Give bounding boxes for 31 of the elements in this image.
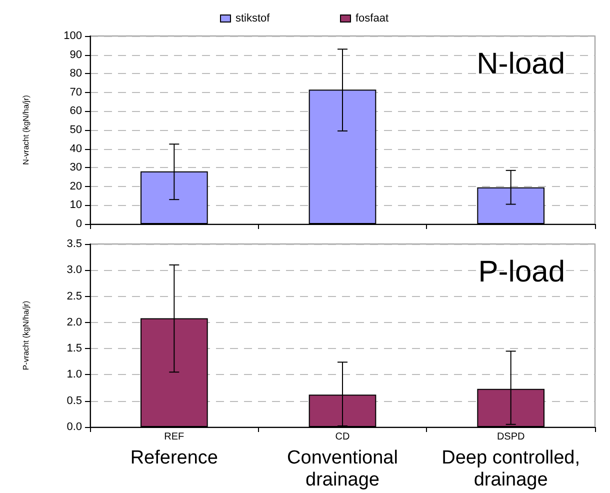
y-tick-label: 70 bbox=[70, 86, 82, 98]
y-axis-title: N-vracht (kgN/ha/jr) bbox=[22, 94, 30, 165]
chart-title: P-load bbox=[478, 256, 565, 288]
text: Conventional drainage bbox=[287, 448, 398, 490]
x-tick-label: CD bbox=[335, 432, 350, 442]
y-tick-label: 100 bbox=[64, 30, 82, 42]
y-tick-label: 0.0 bbox=[66, 421, 82, 433]
y-tick-label: 30 bbox=[70, 162, 82, 174]
y-tick-label: 1.5 bbox=[66, 342, 82, 355]
y-tick-label: 10 bbox=[70, 199, 82, 212]
y-tick-label: 2.5 bbox=[66, 290, 82, 302]
y-tick-label: 3.0 bbox=[66, 264, 82, 276]
text: Deep controlled, drainage bbox=[442, 448, 580, 490]
legend-label: fosfaat bbox=[356, 12, 389, 24]
y-axis-title: P-vracht (kgN/ha/jr) bbox=[22, 300, 30, 370]
y-tick-label: 0 bbox=[76, 218, 82, 230]
y-tick-label: 1.0 bbox=[66, 368, 82, 381]
y-tick-label: 50 bbox=[70, 124, 82, 136]
y-tick-label: 2.0 bbox=[66, 316, 82, 328]
x-tick-label: DSPD bbox=[496, 432, 525, 442]
y-tick-label: 0.5 bbox=[66, 394, 82, 407]
y-tick-label: 80 bbox=[70, 68, 82, 80]
y-tick-label: 20 bbox=[70, 180, 82, 192]
y-tick-label: 3.5 bbox=[66, 238, 82, 250]
y-tick-label: 90 bbox=[70, 48, 82, 61]
text: Reference bbox=[130, 448, 218, 468]
x-tick-label: REF bbox=[164, 432, 184, 442]
chart-title: N-load bbox=[476, 48, 565, 80]
legend-label: stikstof bbox=[236, 12, 271, 24]
y-tick-label: 40 bbox=[70, 142, 82, 155]
y-tick-label: 60 bbox=[70, 105, 82, 118]
